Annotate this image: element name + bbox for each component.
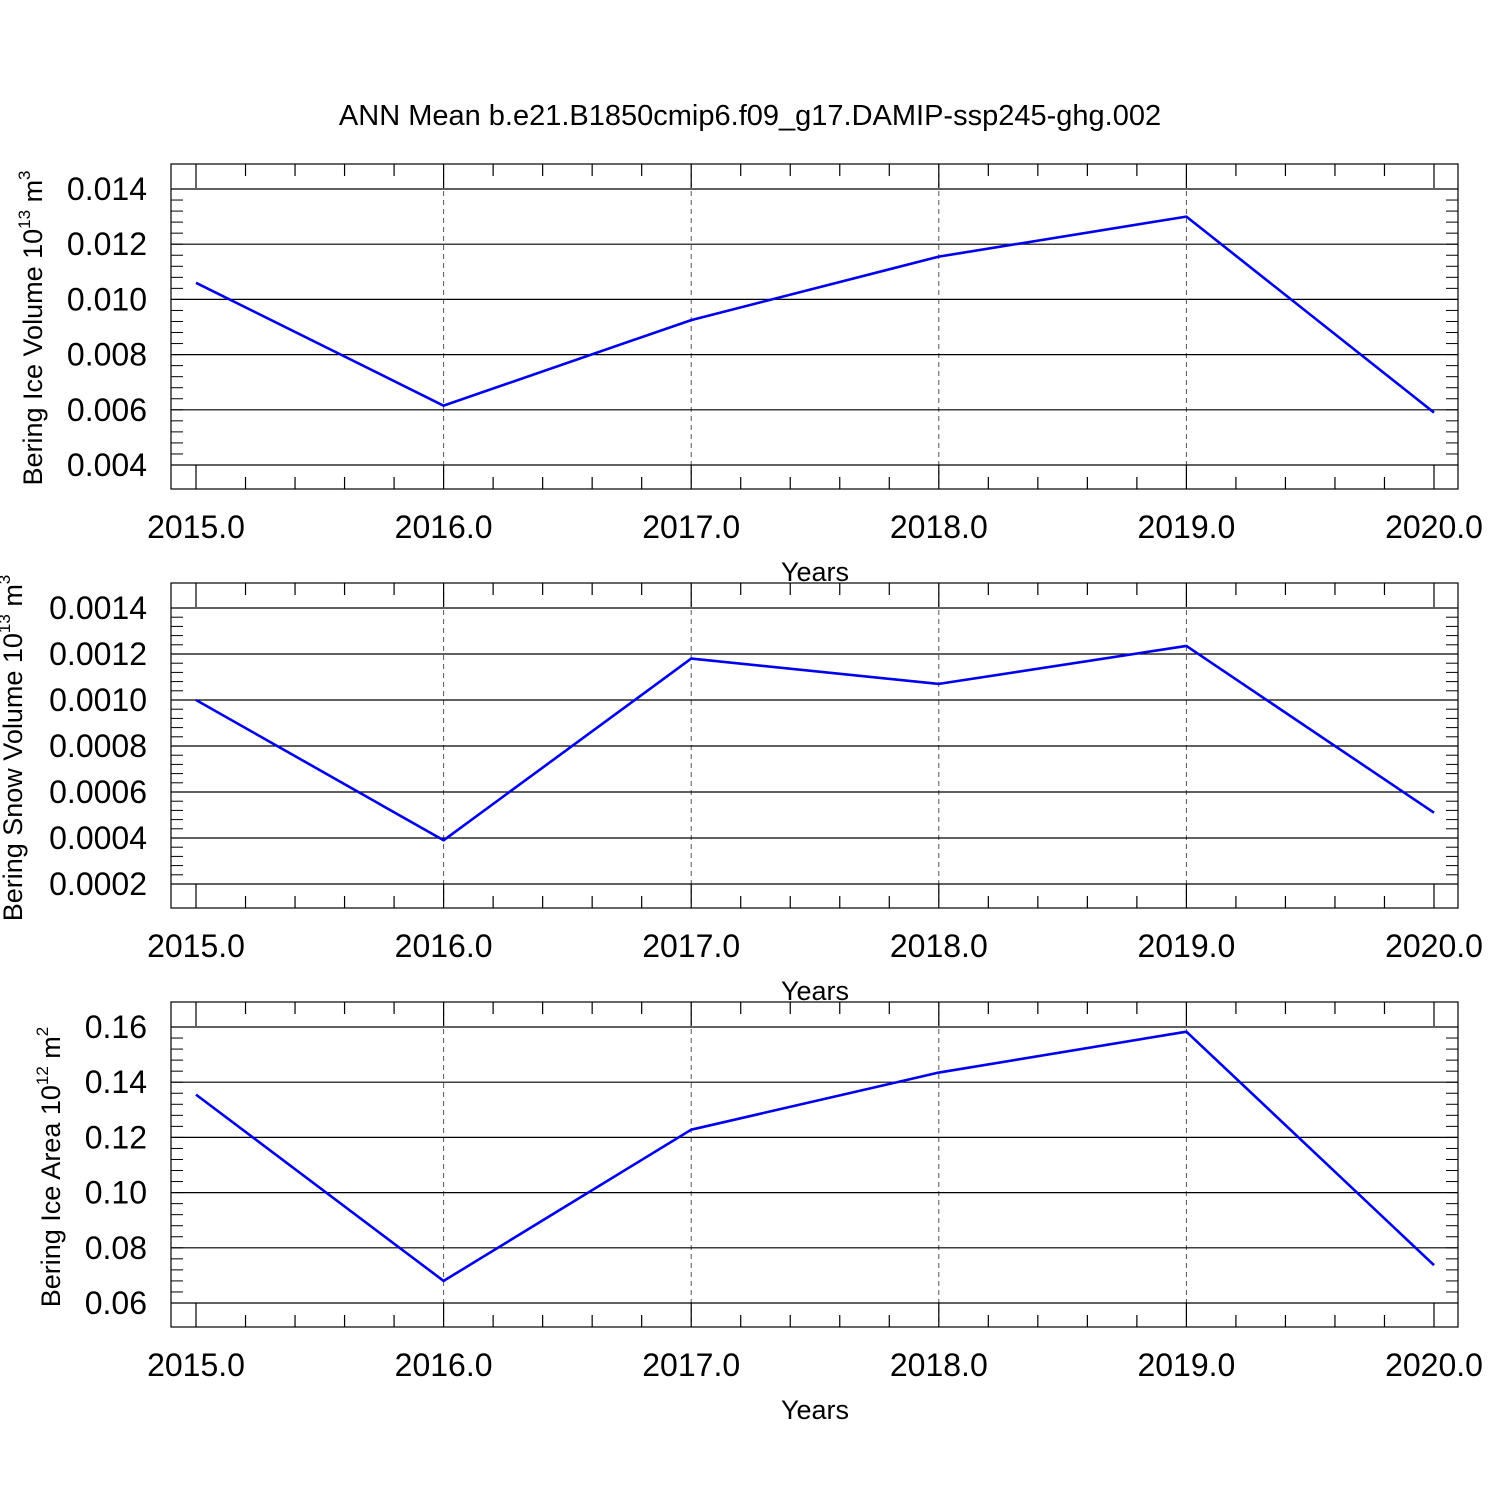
y-tick-label: 0.012 [67, 226, 147, 262]
y-tick-label: 0.0002 [49, 866, 147, 902]
x-tick-label: 2019.0 [1137, 928, 1235, 964]
x-axis-label: Years [781, 1395, 849, 1425]
x-tick-label: 2020.0 [1385, 509, 1483, 545]
x-tick-label: 2015.0 [147, 928, 245, 964]
y-tick-label: 0.16 [85, 1009, 147, 1045]
y-axis-label: Bering Ice Area 1012 m2 [33, 1027, 66, 1308]
x-tick-label: 2019.0 [1137, 1347, 1235, 1383]
y-tick-label: 0.08 [85, 1230, 147, 1266]
y-tick-label: 0.0014 [49, 590, 147, 626]
y-tick-label: 0.06 [85, 1285, 147, 1321]
y-axis-label: Bering Snow Volume 1013 m3 [0, 575, 28, 922]
x-tick-label: 2015.0 [147, 509, 245, 545]
x-tick-label: 2018.0 [890, 1347, 988, 1383]
plot-frame [170, 163, 1459, 490]
x-axis-label: Years [781, 557, 849, 587]
y-tick-label: 0.0010 [49, 682, 147, 718]
x-tick-label: 2018.0 [890, 509, 988, 545]
y-tick-label: 0.014 [67, 171, 147, 207]
y-tick-label: 0.0012 [49, 636, 147, 672]
series-line-1 [195, 215, 1435, 414]
plot-frame [170, 1001, 1459, 1328]
x-tick-label: 2019.0 [1137, 509, 1235, 545]
y-tick-label: 0.10 [85, 1175, 147, 1211]
chart-panel-1: 0.004 0.006 0.008 0.010 0.012 0.014 2015.0 2016… [15, 163, 1483, 587]
x-tick-label: 2018.0 [890, 928, 988, 964]
y-tick-label: 0.006 [67, 392, 147, 428]
y-tick-label: 0.0004 [49, 820, 147, 856]
series-line-1 [195, 1030, 1435, 1283]
x-tick-label: 2017.0 [642, 509, 740, 545]
x-tick-label: 2016.0 [395, 928, 493, 964]
panels: 0.004 0.006 0.008 0.010 0.012 0.014 2015.0 2016… [0, 163, 1483, 1425]
x-tick-label: 2020.0 [1385, 1347, 1483, 1383]
chart-panel-3: 0.06 0.08 0.10 0.12 0.14 0.16 2015.0 2016.0 2017… [33, 1001, 1483, 1425]
y-tick-label: 0.0008 [49, 728, 147, 764]
series-line-1 [195, 644, 1435, 842]
y-tick-label: 0.12 [85, 1119, 147, 1155]
y-axis-label: Bering Ice Volume 1013 m3 [15, 170, 48, 485]
x-tick-label: 2017.0 [642, 928, 740, 964]
x-axis-label: Years [781, 976, 849, 1006]
figure-title: ANN Mean b.e21.B1850cmip6.f09_g17.DAMIP-… [339, 100, 1161, 132]
x-tick-label: 2020.0 [1385, 928, 1483, 964]
y-tick-label: 0.008 [67, 337, 147, 373]
y-tick-label: 0.004 [67, 447, 147, 483]
x-tick-label: 2016.0 [395, 1347, 493, 1383]
x-tick-label: 2016.0 [395, 509, 493, 545]
y-tick-label: 0.14 [85, 1064, 147, 1100]
x-tick-label: 2017.0 [642, 1347, 740, 1383]
y-tick-label: 0.010 [67, 281, 147, 317]
x-tick-label: 2015.0 [147, 1347, 245, 1383]
chart-panel-2: 0.0002 0.0004 0.0006 0.0008 0.0010 0.0012 0.00… [0, 575, 1483, 1006]
y-tick-label: 0.0006 [49, 774, 147, 810]
